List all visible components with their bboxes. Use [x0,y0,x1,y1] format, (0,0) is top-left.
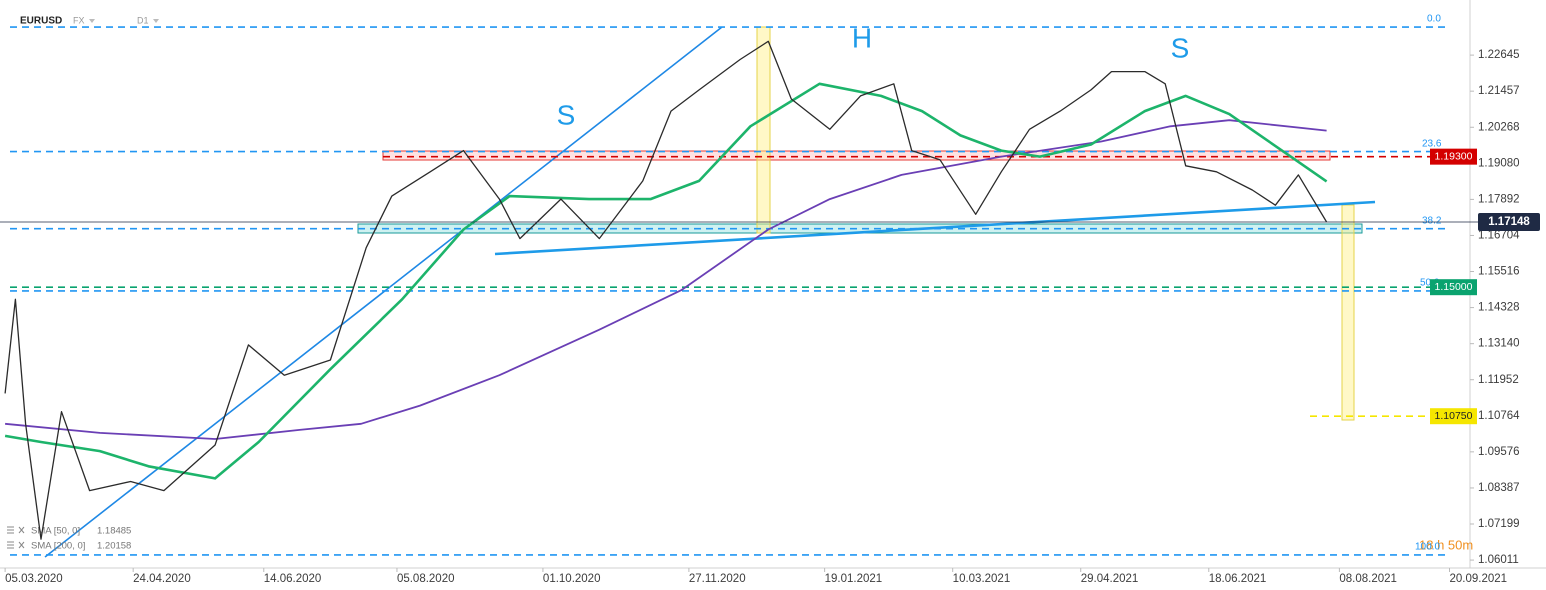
y-tick-label: 1.20268 [1478,121,1520,133]
fib-label: 50.0 [1420,278,1440,289]
x-tick-label: 18.06.2021 [1209,573,1267,585]
current-price-label: 1.17148 [1488,216,1530,228]
legend-icons[interactable] [7,526,25,534]
market[interactable]: FX [73,15,85,25]
legend-icons[interactable] [7,541,25,549]
y-tick-label: 1.14328 [1478,302,1520,314]
fib-label: 23.6 [1422,138,1442,149]
symbol[interactable]: EURUSD [20,16,62,27]
x-tick-label: 08.08.2021 [1339,573,1397,585]
legend-label: SMA [50, 0] [31,526,80,537]
price-line [4,40,1328,540]
fib-label: 0.0 [1427,14,1441,25]
fib-label: 100.0 [1415,542,1440,553]
level-tag-label: 1.10750 [1435,410,1473,422]
pattern-label: S [1171,32,1190,63]
dropdown-arrow [153,19,159,23]
y-tick-label: 1.16704 [1478,229,1520,241]
y-tick-label: 1.22645 [1478,49,1520,61]
dropdown-arrow [89,19,95,23]
y-tick-label: 1.13140 [1478,338,1520,350]
target-box [1341,204,1355,421]
x-tick-label: 19.01.2021 [825,573,883,585]
x-tick-label: 20.09.2021 [1450,573,1508,585]
moving-average [5,119,1327,440]
x-tick-label: 05.03.2020 [5,573,63,585]
y-tick-label: 1.10764 [1478,410,1520,422]
x-tick-label: 27.11.2020 [689,573,746,585]
level-tag [1430,148,1477,165]
x-tick-label: 14.06.2020 [264,573,322,585]
fib-label: 38.2 [1422,215,1442,226]
x-tick-label: 29.04.2021 [1081,573,1139,585]
interval[interactable]: D1 [137,15,149,25]
x-tick-label: 24.04.2020 [133,573,191,585]
legend-value: 1.20158 [97,541,131,552]
y-tick-label: 1.06011 [1478,554,1519,566]
pattern-label: S [557,99,576,130]
y-tick-label: 1.15516 [1478,266,1520,278]
y-tick-label: 1.08387 [1478,482,1520,494]
y-tick-label: 1.19080 [1478,157,1520,169]
y-tick-label: 1.17892 [1478,193,1520,205]
y-tick-label: 1.21457 [1478,85,1520,97]
y-tick-label: 1.09576 [1478,446,1520,458]
countdown: 18 h 50m [1419,537,1473,552]
current-price-tag [1478,212,1540,231]
level-tag-label: 1.15000 [1435,281,1473,293]
x-tick-label: 10.03.2021 [953,573,1011,585]
level-tag [1430,279,1477,296]
x-tick-label: 01.10.2020 [543,573,601,585]
level-tag-label: 1.19300 [1435,150,1473,162]
moving-average [4,82,1328,480]
highlight-box [756,26,771,234]
y-tick-label: 1.07199 [1478,518,1520,530]
y-tick-label: 1.11952 [1478,374,1519,386]
x-tick-label: 05.08.2020 [397,573,455,585]
pattern-label: H [852,22,872,53]
legend-value: 1.18485 [97,526,131,537]
legend: SMA [50, 0] 1.18485 SMA [200, 0] 1.20158 [7,526,131,552]
legend-label: SMA [200, 0] [31,541,85,552]
level-tag [1430,408,1477,425]
